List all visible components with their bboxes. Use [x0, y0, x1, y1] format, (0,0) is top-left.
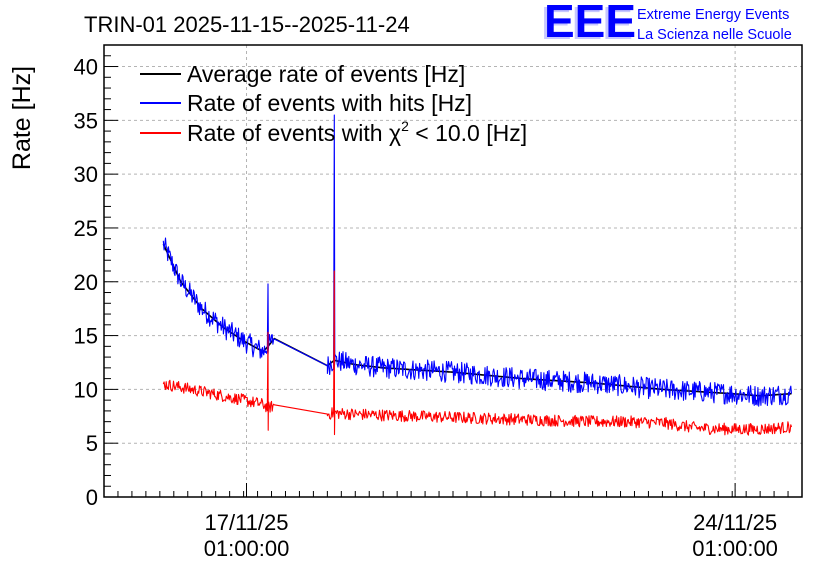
tick-labels: 051015202530354017/11/2501:00:0024/11/25…: [74, 55, 778, 561]
y-tick-label: 0: [86, 485, 98, 510]
y-tick-label: 10: [74, 377, 98, 402]
series-line-hits: [162, 114, 793, 407]
logo-letters: EEE: [544, 0, 636, 47]
x-tick-label-time: 01:00:00: [204, 536, 290, 561]
y-tick-label: 20: [74, 270, 98, 295]
logo-line-2: La Scienza nelle Scuole: [637, 27, 792, 43]
grid: [104, 45, 802, 497]
x-tick-label-date: 17/11/25: [205, 510, 289, 535]
y-tick-label: 40: [74, 55, 98, 80]
x-tick-label-time: 01:00:00: [692, 536, 778, 561]
y-axis-label: Rate [Hz]: [8, 66, 36, 170]
y-tick-label: 15: [74, 324, 98, 349]
series-line-chi2: [162, 270, 793, 436]
logo-line-1: Extreme Energy Events: [637, 7, 789, 23]
y-tick-label: 5: [86, 431, 98, 456]
y-tick-label: 25: [74, 216, 98, 241]
axis-ticks: [103, 44, 803, 498]
legend-label-hits: Rate of events with hits [Hz]: [187, 90, 472, 116]
eee-logo: EEE EEE Extreme Energy Events La Scienza…: [541, 0, 792, 49]
legend-label-average: Average rate of events [Hz]: [187, 61, 465, 87]
y-tick-label: 30: [74, 162, 98, 187]
series-layer: [162, 114, 793, 436]
legend-label-chi2: Rate of events with χ2 < 10.0 [Hz]: [187, 118, 527, 146]
chart-title: TRIN-01 2025-11-15--2025-11-24: [84, 12, 410, 37]
logo-letters-shadow: EEE: [541, 0, 633, 49]
y-tick-label: 35: [74, 108, 98, 133]
legend: Average rate of events [Hz] Rate of even…: [140, 61, 527, 146]
x-tick-label-date: 24/11/25: [693, 510, 777, 535]
